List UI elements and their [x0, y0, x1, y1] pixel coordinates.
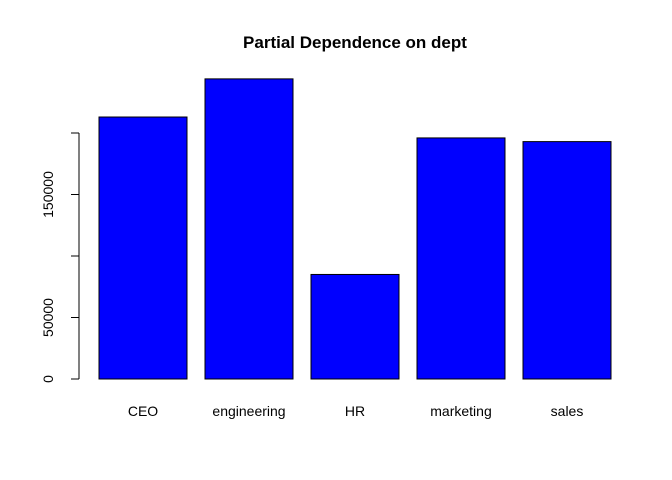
y-tick-label: 50000: [40, 298, 56, 337]
bar-sales: [522, 141, 612, 380]
x-tick-label-HR: HR: [345, 403, 365, 419]
x-tick-label-marketing: marketing: [430, 403, 491, 419]
chart-title: Partial Dependence on dept: [243, 33, 467, 52]
x-tick-label-CEO: CEO: [128, 403, 158, 419]
bar-CEO: [98, 116, 188, 380]
bar-marketing: [416, 137, 506, 380]
x-tick-label-sales: sales: [551, 403, 584, 419]
bar-engineering: [204, 78, 294, 380]
bars-group: [98, 78, 612, 380]
y-tick-label: 0: [40, 375, 56, 383]
x-tick-label-engineering: engineering: [212, 403, 285, 419]
y-axis-ticks: 0 50000 150000: [40, 132, 79, 383]
bar-HR: [310, 273, 400, 380]
y-tick-label: 150000: [40, 171, 56, 218]
x-axis-labels: CEO engineering HR marketing sales: [128, 403, 584, 419]
